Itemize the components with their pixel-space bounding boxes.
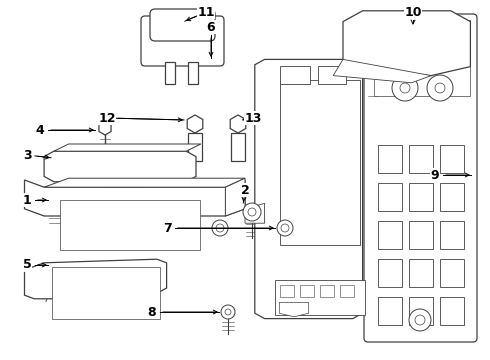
Text: 1: 1	[23, 194, 31, 207]
Bar	[374, 36, 470, 96]
Text: 7: 7	[163, 221, 172, 234]
Bar	[440, 221, 464, 249]
Bar	[340, 285, 354, 297]
Bar	[275, 280, 365, 315]
Bar	[440, 259, 464, 287]
Text: 12: 12	[98, 112, 116, 125]
Bar	[231, 133, 245, 161]
Text: 3: 3	[23, 149, 31, 162]
Text: 11: 11	[197, 5, 215, 18]
Polygon shape	[24, 259, 167, 299]
Circle shape	[248, 208, 256, 216]
Bar	[320, 285, 334, 297]
Text: 10: 10	[404, 5, 422, 18]
Bar	[409, 297, 433, 325]
Polygon shape	[225, 178, 245, 216]
Circle shape	[400, 83, 410, 93]
Bar	[426, 20, 444, 34]
Circle shape	[409, 309, 431, 331]
Polygon shape	[24, 180, 245, 216]
Polygon shape	[54, 144, 201, 151]
Text: 6: 6	[207, 21, 215, 33]
Bar	[440, 183, 464, 211]
Bar	[378, 183, 402, 211]
Circle shape	[216, 224, 224, 232]
Bar	[440, 145, 464, 173]
Bar	[52, 267, 160, 319]
FancyBboxPatch shape	[141, 16, 224, 66]
Bar	[280, 80, 360, 245]
Bar	[400, 20, 418, 34]
Bar	[378, 145, 402, 173]
Polygon shape	[343, 11, 470, 76]
Bar	[409, 259, 433, 287]
Circle shape	[225, 309, 231, 315]
Circle shape	[277, 220, 293, 236]
Polygon shape	[44, 151, 196, 182]
Bar	[378, 221, 402, 249]
Bar	[188, 133, 202, 161]
Bar	[280, 66, 310, 84]
Text: 4: 4	[36, 123, 45, 136]
Bar	[440, 297, 464, 325]
Text: 13: 13	[245, 112, 262, 125]
Text: 5: 5	[23, 258, 31, 271]
Circle shape	[415, 315, 425, 325]
Bar	[60, 200, 200, 250]
Circle shape	[427, 75, 453, 101]
Text: 9: 9	[431, 168, 440, 181]
Circle shape	[392, 75, 418, 101]
Text: 8: 8	[147, 306, 156, 319]
Text: 2: 2	[241, 184, 249, 197]
Circle shape	[281, 224, 289, 232]
Bar	[300, 285, 314, 297]
Bar	[409, 145, 433, 173]
Bar	[378, 259, 402, 287]
Bar	[318, 66, 346, 84]
Bar	[378, 297, 402, 325]
Circle shape	[212, 220, 228, 236]
Polygon shape	[333, 59, 431, 83]
Circle shape	[221, 305, 235, 319]
Circle shape	[435, 83, 445, 93]
Bar	[374, 20, 392, 34]
Bar	[452, 20, 470, 34]
Bar	[409, 183, 433, 211]
Bar	[165, 62, 175, 84]
Polygon shape	[245, 203, 265, 223]
Polygon shape	[44, 178, 245, 187]
FancyBboxPatch shape	[364, 14, 477, 342]
Polygon shape	[279, 302, 309, 317]
FancyBboxPatch shape	[150, 9, 215, 41]
Bar	[188, 62, 198, 84]
Polygon shape	[255, 59, 363, 319]
Circle shape	[243, 203, 261, 221]
Bar	[409, 221, 433, 249]
Bar	[280, 285, 294, 297]
